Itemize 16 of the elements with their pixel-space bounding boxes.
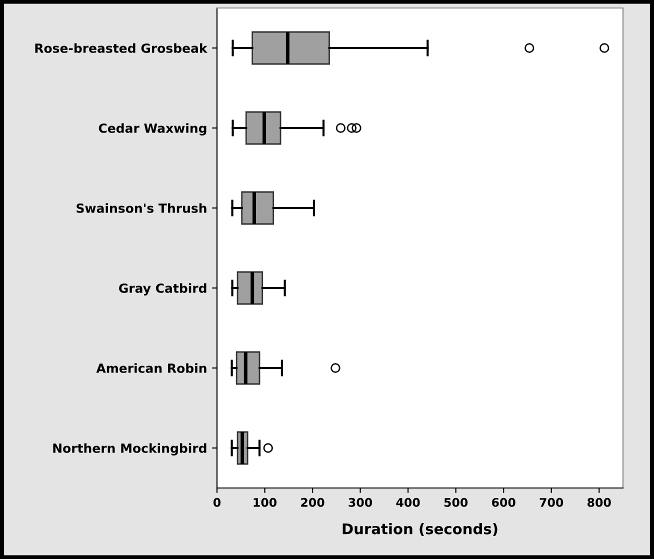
x-tick-label: 0 [213,498,221,507]
x-tick-label: 300 [348,498,372,507]
y-tick-label: Cedar Waxwing [98,123,206,136]
x-tick-label: 400 [396,498,420,507]
y-tick-label: Northern Mockingbird [53,443,206,456]
x-axis-title: Duration (seconds) [342,523,498,536]
x-tick-label: 800 [588,498,611,507]
x-tick-label: 500 [444,498,468,507]
y-tick-label: American Robin [96,363,206,373]
y-tick-label: Gray Catbird [119,283,206,296]
x-tick-label: 600 [492,498,516,507]
x-tick-label: 100 [254,498,277,507]
y-tick-label: Rose-breasted Grosbeak [35,43,208,53]
x-tick-label: 200 [301,498,324,507]
x-tick-label: 700 [540,498,564,507]
y-tick-label: Swainson's Thrush [76,203,206,213]
